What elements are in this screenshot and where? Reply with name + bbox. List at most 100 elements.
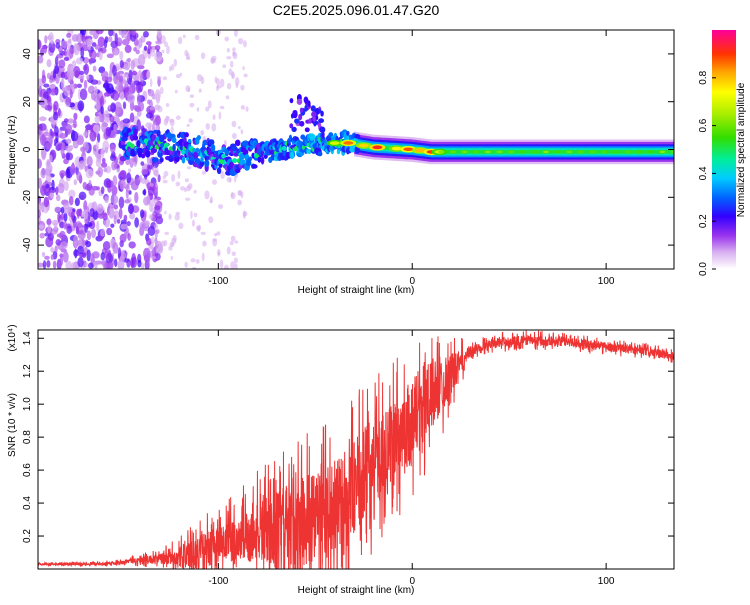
spectrogram-ridge-cell — [304, 127, 310, 133]
spectrogram-noise-cell — [225, 95, 230, 100]
spectrogram-noise-cell — [118, 30, 123, 36]
spectrogram-ridge-peak — [484, 150, 491, 154]
spectrogram-noise-cell — [55, 238, 62, 246]
spectrogram-noise-cell — [73, 118, 77, 129]
spectrogram-noise-cell — [121, 251, 127, 260]
spectrogram-ridge-cell — [242, 140, 249, 147]
spectrogram-ridge-cell — [313, 120, 319, 125]
spectrogram-noise-cell — [129, 212, 136, 220]
snr-y-tick-label: 0.2 — [22, 529, 33, 543]
spectrogram-noise-cell — [141, 262, 145, 269]
spectrogram-noise-cell — [40, 168, 46, 179]
spectrogram-noise-cell — [202, 240, 207, 247]
spectrogram-ridge-cell — [214, 164, 218, 169]
spectrogram-noise-cell — [86, 230, 92, 241]
spectrogram-noise-cell — [55, 194, 61, 202]
spectrogram-noise-cell — [130, 257, 134, 268]
spectrogram-ridge-cell — [290, 151, 295, 160]
spectrogram-noise-cell — [212, 114, 216, 121]
spectrogram-noise-cell — [100, 147, 105, 159]
spectrogram-noise-cell — [59, 126, 67, 131]
spectrogram-ridge-cell — [320, 110, 324, 117]
spectrogram-y-tick-label: 20 — [22, 96, 33, 108]
spectrogram-ridge-cell — [303, 96, 309, 104]
spectrogram-noise-cell — [226, 56, 232, 60]
spectrogram-noise-cell — [38, 262, 45, 268]
spectrogram-noise-cell — [104, 36, 109, 44]
colorbar-gradient — [712, 30, 736, 269]
spectrogram-noise-cell — [123, 214, 128, 222]
spectrogram-noise-cell — [134, 191, 139, 204]
spectrogram-y-tick-label: 40 — [22, 48, 33, 60]
spectrogram-noise-cell — [169, 241, 175, 248]
spectrogram-noise-cell — [157, 174, 161, 183]
spectrogram-noise-cell — [186, 166, 192, 170]
spectrogram-noise-cell — [71, 60, 77, 68]
spectrogram-noise-cell — [127, 233, 131, 241]
spectrogram-noise-cell — [128, 190, 132, 195]
spectrogram-noise-cell — [141, 168, 148, 175]
spectrogram-noise-cell — [117, 259, 125, 269]
spectrogram-noise-cell — [50, 246, 55, 253]
spectrogram-noise-cell — [41, 44, 48, 50]
spectrogram-noise-cell — [127, 93, 135, 104]
spectrogram-noise-cell — [146, 156, 151, 165]
spectrogram-noise-cell — [63, 221, 68, 230]
spectrogram-ridge-cell — [132, 135, 139, 141]
spectrogram-noise-cell — [218, 204, 224, 209]
spectrogram-noise-cell — [151, 256, 157, 260]
spectrogram-ridge-cell — [308, 118, 312, 124]
spectrogram-noise-cell — [76, 135, 85, 146]
spectrogram-noise-cell — [46, 218, 52, 226]
spectrogram-noise-cell — [57, 107, 61, 117]
spectrogram-noise-cell — [238, 37, 244, 45]
spectrogram-noise-cell — [102, 82, 110, 88]
spectrogram-noise-cell — [114, 48, 119, 56]
spectrogram-noise-cell — [122, 30, 128, 39]
spectrogram-noise-cell — [51, 179, 55, 191]
spectrogram-noise-cell — [41, 251, 46, 258]
spectrogram-noise-cell — [88, 262, 94, 269]
spectrogram-ridge-peak — [473, 150, 480, 154]
spectrogram-noise-cell — [60, 206, 65, 214]
spectrogram-noise-cell — [61, 142, 66, 151]
spectrogram-ridge-cell — [218, 163, 223, 168]
spectrogram-noise-cell — [102, 241, 111, 251]
spectrogram-noise-cell — [226, 82, 232, 90]
spectrogram-noise-cell — [234, 30, 238, 37]
spectrogram-noise-cell — [50, 40, 54, 45]
spectrogram-noise-cell — [62, 251, 69, 263]
spectrogram-noise-cell — [39, 232, 45, 239]
spectrogram-noise-cell — [94, 111, 99, 117]
spectrogram-ridge-cell — [187, 138, 192, 144]
spectrogram-ridge-cell — [319, 126, 326, 133]
snr-series-line — [38, 330, 674, 569]
spectrogram-noise-cell — [55, 132, 59, 144]
spectrogram-noise-cell — [149, 48, 156, 57]
spectrogram-noise-cell — [96, 203, 104, 215]
spectrogram-noise-cell — [54, 245, 58, 253]
spectrogram-noise-cell — [66, 118, 75, 124]
spectrogram-noise-cell — [139, 174, 143, 181]
spectrogram-ridge-cell — [289, 123, 294, 129]
spectrogram-noise-cell — [110, 102, 117, 113]
spectrogram-noise-cell — [157, 105, 163, 113]
colorbar-label: Normalized spectral amplitude — [736, 82, 747, 217]
spectrogram-noise-cell — [194, 34, 200, 41]
colorbar-tick-label: 0.0 — [698, 262, 709, 276]
spectrogram-noise-cell — [98, 51, 103, 61]
spectrogram-noise-cell — [108, 30, 114, 37]
spectrogram-x-tick-label: 100 — [598, 276, 615, 287]
spectrogram-noise-cell — [100, 251, 106, 261]
spectrogram-noise-cell — [222, 64, 227, 68]
spectrogram-noise-cell — [148, 245, 154, 250]
spectrogram-noise-cell — [149, 106, 155, 111]
spectrogram-noise-cell — [78, 160, 86, 170]
spectrogram-noise-cell — [226, 246, 231, 255]
spectrogram-noise-cell — [109, 143, 116, 153]
spectrogram-noise-cell — [49, 88, 57, 96]
spectrogram-noise-cell — [101, 157, 106, 164]
spectrogram-noise-cell — [153, 118, 161, 126]
spectrogram-noise-cell — [116, 218, 121, 224]
spectrogram-noise-cell — [55, 73, 60, 84]
